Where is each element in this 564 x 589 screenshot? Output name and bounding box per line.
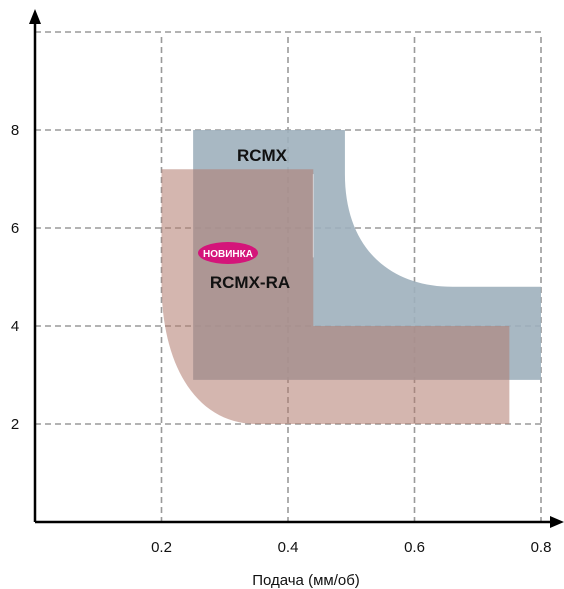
x-axis-arrow-icon xyxy=(550,516,564,528)
regions xyxy=(161,130,541,424)
y-tick-label: 8 xyxy=(11,122,19,139)
y-axis-arrow-icon xyxy=(29,9,41,24)
y-tick-label: 4 xyxy=(11,318,19,335)
region-rcmx-ra xyxy=(161,169,510,424)
region-label-rcmx-ra: RCMX-RA xyxy=(210,273,290,292)
region-label-rcmx: RCMX xyxy=(237,146,288,165)
x-axis-label: Подача (мм/об) xyxy=(252,572,360,589)
x-tick-label: 0.2 xyxy=(151,539,172,556)
x-tick-label: 0.4 xyxy=(278,539,299,556)
new-badge-label: НОВИНКА xyxy=(203,249,253,260)
labels: RCMX RCMX-RA НОВИНКА xyxy=(198,146,290,292)
y-tick-label: 6 xyxy=(11,220,19,237)
ticks: 0.2 0.4 0.6 0.8 2 4 6 8 xyxy=(11,122,552,556)
y-tick-label: 2 xyxy=(11,416,19,433)
new-badge xyxy=(198,242,258,264)
x-tick-label: 0.8 xyxy=(531,539,552,556)
x-tick-label: 0.6 xyxy=(404,539,425,556)
axes xyxy=(29,9,564,528)
